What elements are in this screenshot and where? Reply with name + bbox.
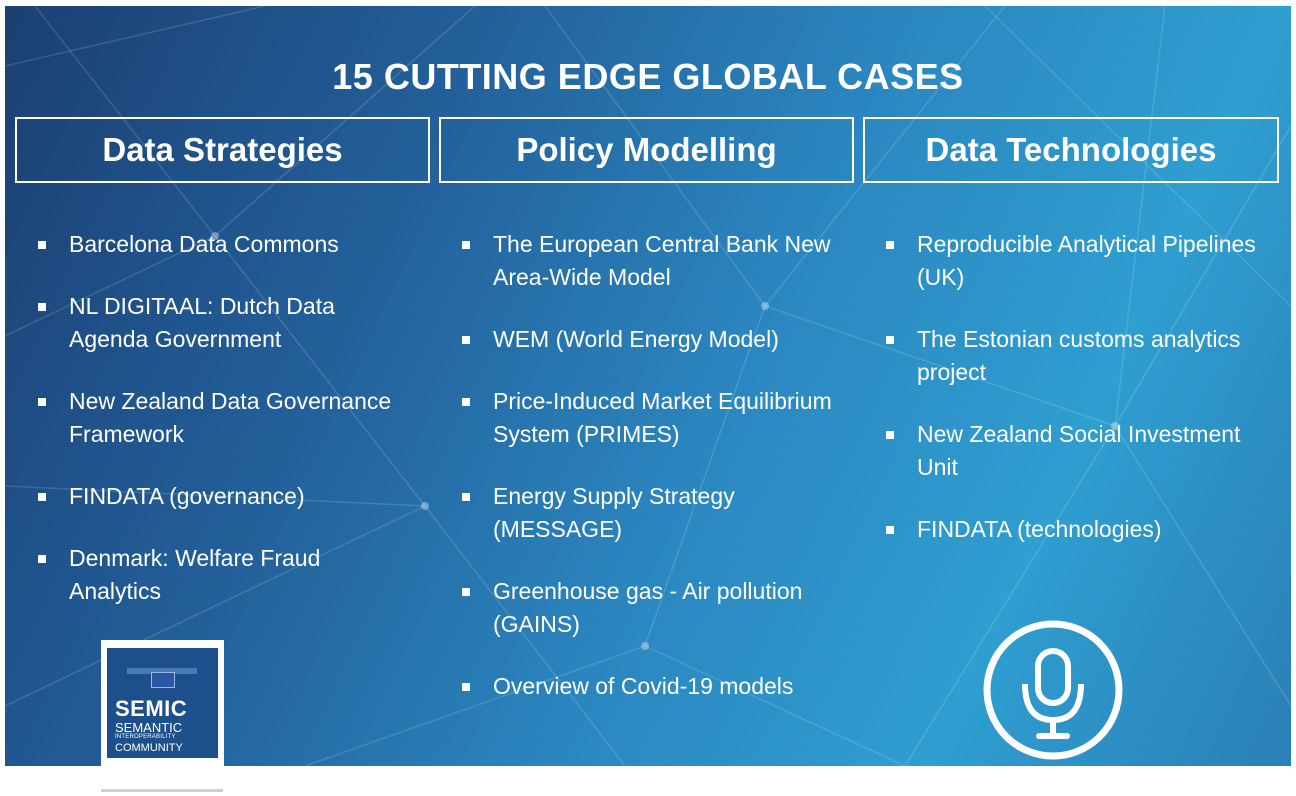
logo-line2: INTEROPERABILITY <box>115 734 176 740</box>
logo-bar <box>127 668 197 674</box>
network-background <box>5 6 1291 766</box>
logo-line1: SEMANTIC <box>115 720 183 735</box>
semic-logo: SEMIC SEMANTIC INTEROPERABILITY COMMUNIT… <box>101 640 224 766</box>
list-item: Denmark: Welfare Fraud Analytics <box>13 542 413 608</box>
list-item: The Estonian customs analytics project <box>861 323 1261 389</box>
list-item: Barcelona Data Commons <box>13 228 413 261</box>
slide-title: 15 CUTTING EDGE GLOBAL CASES <box>332 56 964 97</box>
logo-line3: COMMUNITY <box>115 742 183 754</box>
list-item: Reproducible Analytical Pipelines (UK) <box>861 228 1261 294</box>
list-item: NL DIGITAAL: Dutch Data Agenda Governmen… <box>13 290 413 356</box>
list-item: WEM (World Energy Model) <box>437 323 837 356</box>
heading-policy-modelling: Policy Modelling <box>439 117 854 183</box>
list-item: Price-Induced Market Equilibrium System … <box>437 385 837 451</box>
list-item: New Zealand Data Governance Framework <box>13 385 413 451</box>
list-item: Overview of Covid-19 models <box>437 670 837 703</box>
column-policy-modelling: The European Central Bank New Area-Wide … <box>437 228 837 732</box>
list-item: Energy Supply Strategy (MESSAGE) <box>437 480 837 546</box>
logo-underline <box>101 789 223 792</box>
list-item: New Zealand Social Investment Unit <box>861 418 1261 484</box>
list-item: FINDATA (governance) <box>13 480 413 513</box>
heading-data-technologies: Data Technologies <box>863 117 1279 183</box>
column-data-strategies: Barcelona Data Commons NL DIGITAAL: Dutc… <box>13 228 413 637</box>
list-item: Greenhouse gas - Air pollution (GAINS) <box>437 575 837 641</box>
eu-flag-icon <box>151 672 175 688</box>
heading-data-strategies: Data Strategies <box>15 117 430 183</box>
slide: 15 CUTTING EDGE GLOBAL CASES Data Strate… <box>5 6 1291 766</box>
column-data-technologies: Reproducible Analytical Pipelines (UK) T… <box>861 228 1261 575</box>
list-item: The European Central Bank New Area-Wide … <box>437 228 837 294</box>
logo-main-text: SEMIC <box>115 696 188 721</box>
list-item: FINDATA (technologies) <box>861 513 1261 546</box>
microphone-icon <box>983 620 1123 760</box>
